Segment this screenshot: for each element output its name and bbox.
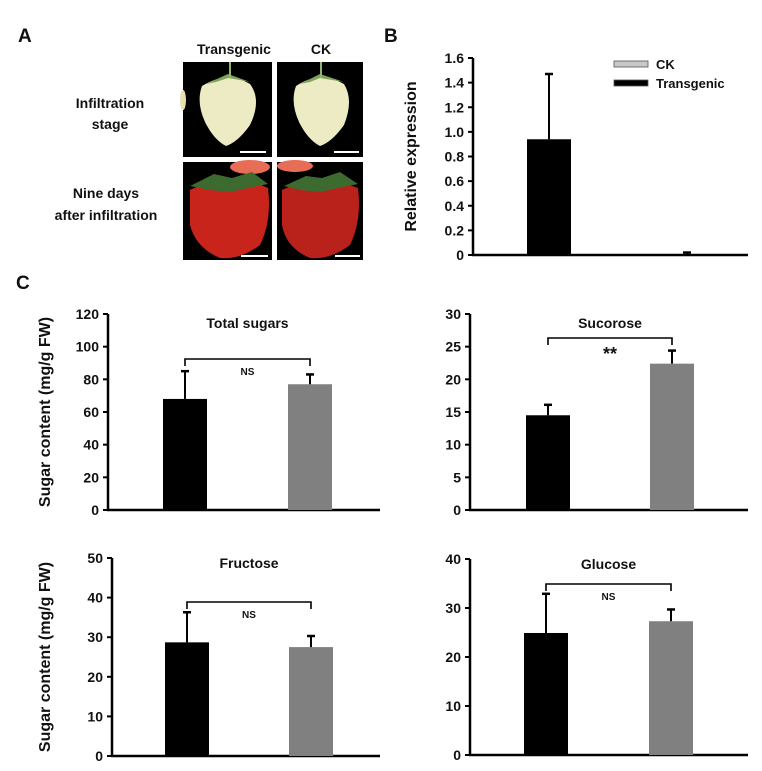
bar-ck — [288, 384, 332, 510]
y-tick-label: 0.8 — [445, 149, 465, 165]
y-tick-label: 40 — [87, 590, 103, 606]
chart-total-sugars: 0 20 40 60 80 100 120 Sugar content (mg/g FW) To… — [37, 306, 380, 518]
y-tick-label: 25 — [445, 339, 461, 355]
y-tick-label: 1.4 — [445, 75, 465, 91]
y-tick-label: 100 — [76, 339, 100, 355]
chart-title: Total sugars — [206, 315, 288, 331]
y-tick-label: 10 — [445, 698, 461, 714]
significance-label: NS — [602, 592, 616, 603]
bar-ck — [650, 363, 694, 510]
y-tick-label: 15 — [445, 404, 461, 420]
y-tick-label: 50 — [87, 550, 103, 566]
column-header-ck: CK — [311, 41, 331, 57]
panel-letter-a: A — [18, 26, 32, 47]
significance-bracket — [186, 601, 312, 609]
bar-transgenic — [524, 632, 568, 755]
row-label-2-line-1: Nine days — [73, 185, 139, 201]
chart-relative-expression: 0 0.2 0.4 0.6 0.8 1.0 1.2 1.4 1.6 Relative expres… — [403, 50, 748, 263]
photo-ck-infiltration — [277, 62, 363, 157]
y-axis-label: Sugar content (mg/g FW) — [37, 562, 54, 752]
y-tick-label: 80 — [83, 371, 99, 387]
significance-bracket — [547, 337, 673, 345]
significance-bracket — [184, 358, 311, 366]
y-tick-label: 0 — [456, 247, 464, 263]
row-label-1-line-1: Infiltration — [76, 95, 144, 111]
y-tick-label: 60 — [83, 404, 99, 420]
y-axis-label: Sugar content (mg/g FW) — [37, 317, 54, 507]
y-tick-label: 0 — [453, 747, 461, 763]
y-tick-label: 1.6 — [445, 50, 465, 66]
y-tick-label: 120 — [76, 306, 100, 322]
bar-transgenic — [526, 415, 570, 510]
panel-a: Transgenic CK Infiltration stage Nine da… — [55, 41, 363, 260]
bar-ck — [289, 647, 333, 756]
legend-swatch-ck — [613, 60, 649, 68]
significance-label: NS — [242, 610, 256, 621]
y-tick-label: 0.2 — [445, 222, 465, 238]
y-tick-label: 20 — [83, 469, 99, 485]
chart-title: Glucose — [581, 556, 636, 572]
y-tick-label: 0 — [95, 748, 103, 764]
significance-bracket — [545, 583, 672, 591]
bar-ck — [649, 621, 693, 755]
y-tick-label: 20 — [445, 649, 461, 665]
y-tick-label: 1.0 — [445, 124, 465, 140]
y-tick-label: 30 — [445, 600, 461, 616]
y-axis-label: Relative expression — [403, 81, 420, 231]
photo-ck-nine-days — [277, 160, 363, 260]
photo-transgenic-infiltration — [180, 62, 272, 157]
y-tick-label: 0.4 — [445, 198, 465, 214]
chart-fructose: 0 10 20 30 40 50 Sugar content (mg/g FW) Fructo… — [37, 550, 380, 764]
row-label-2-line-2: after infiltration — [55, 207, 158, 223]
y-tick-label: 30 — [445, 306, 461, 322]
column-header-transgenic: Transgenic — [197, 41, 271, 57]
y-tick-label: 1.2 — [445, 99, 465, 115]
photo-transgenic-nine-days — [183, 160, 272, 260]
y-tick-label: 0 — [453, 502, 461, 518]
chart-sucrose: 0 5 10 15 20 25 30 Sucorose ** — [445, 306, 748, 518]
y-tick-label: 40 — [445, 551, 461, 567]
y-tick-label: 10 — [445, 437, 461, 453]
chart-title: Fructose — [219, 555, 278, 571]
row-label-1-line-2: stage — [92, 116, 129, 132]
legend-label-transgenic: Transgenic — [656, 76, 725, 91]
y-tick-label: 20 — [445, 371, 461, 387]
panel-letter-b: B — [384, 26, 398, 47]
bar-transgenic — [527, 139, 571, 255]
bar-transgenic — [163, 398, 207, 510]
y-tick-label: 40 — [83, 437, 99, 453]
significance-label: ** — [603, 344, 617, 364]
y-tick-label: 10 — [87, 708, 103, 724]
panel-letter-c: C — [16, 273, 30, 294]
chart-title: Sucorose — [578, 315, 642, 331]
y-tick-label: 0 — [91, 502, 99, 518]
chart-glucose: 0 10 20 30 40 Glucose NS — [445, 551, 748, 763]
significance-label: NS — [241, 367, 255, 378]
legend-label-ck: CK — [656, 57, 675, 72]
y-tick-label: 5 — [453, 469, 461, 485]
y-tick-label: 20 — [87, 669, 103, 685]
y-tick-label: 0.6 — [445, 173, 465, 189]
legend-swatch-transgenic — [613, 79, 649, 87]
y-tick-label: 30 — [87, 629, 103, 645]
bar-transgenic — [165, 642, 209, 756]
